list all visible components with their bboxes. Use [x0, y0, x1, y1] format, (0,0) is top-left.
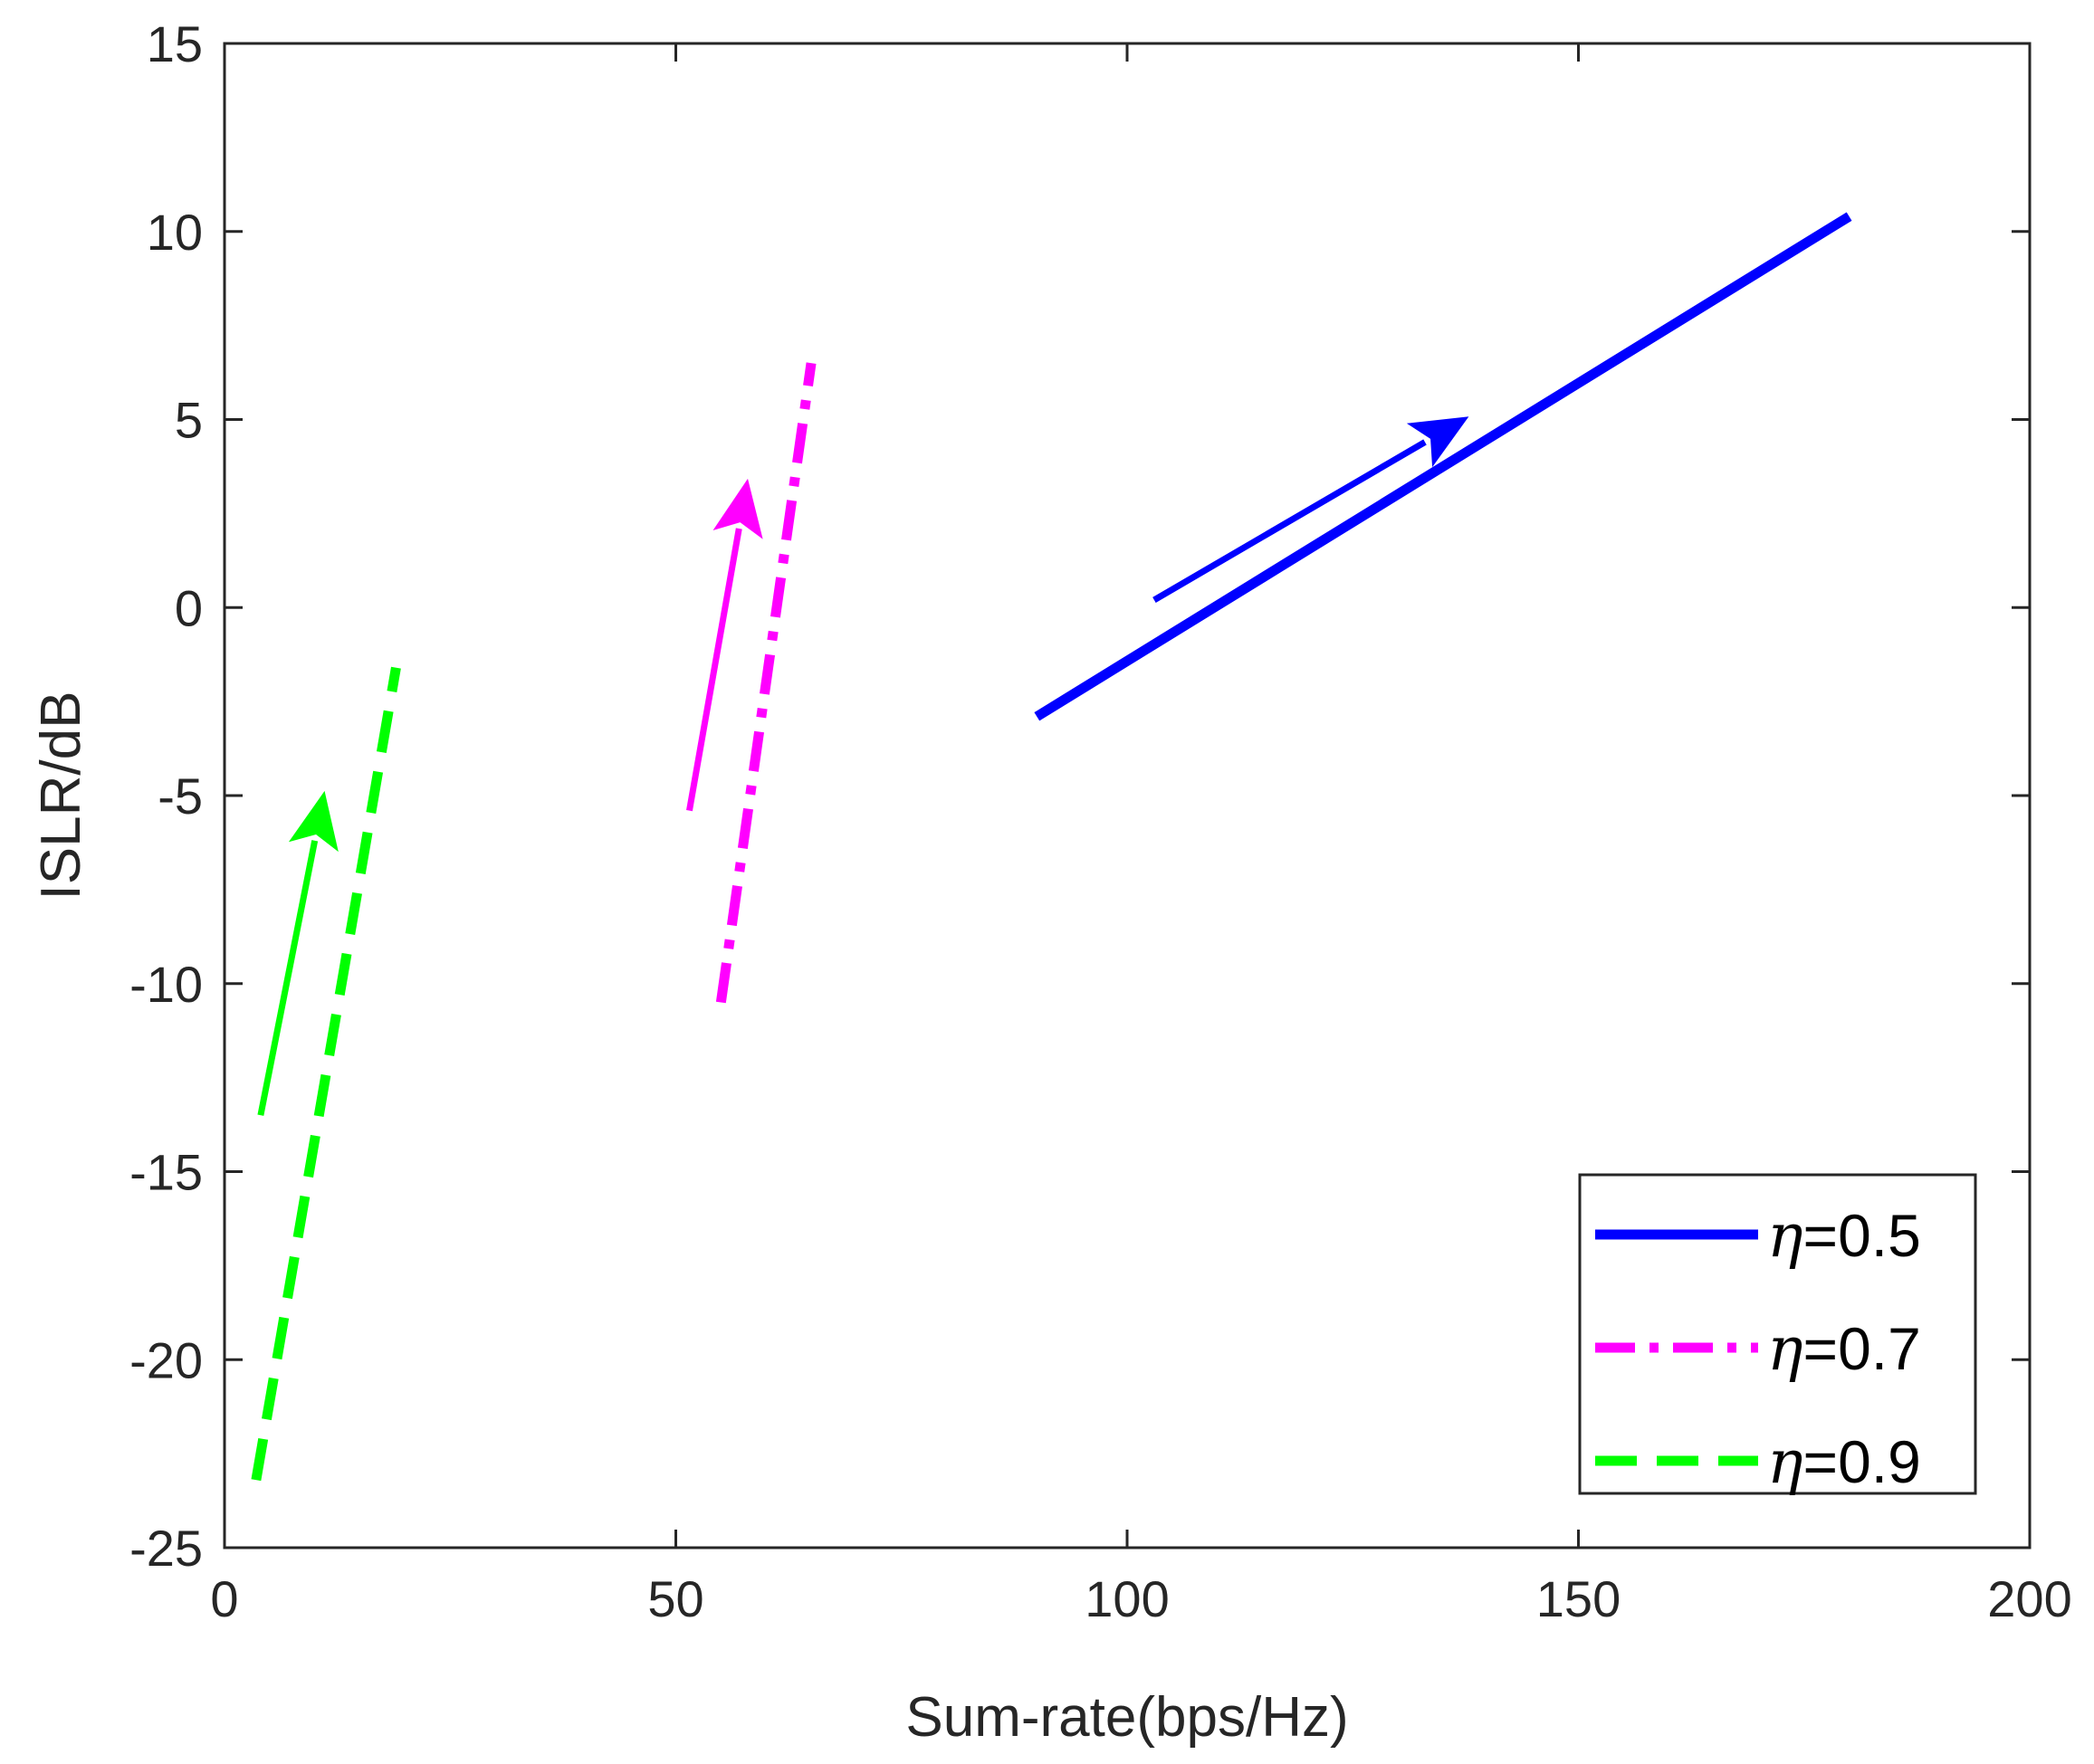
legend-symbol-0: η — [1767, 1201, 1803, 1271]
arrow-layer — [257, 416, 1469, 1116]
legend: η=0.5η=0.7η=0.9 — [1578, 1173, 1977, 1497]
series-line-1 — [715, 362, 817, 1004]
y-axis-label: ISLR/dB — [30, 691, 92, 901]
x-axis-label: Sum-rate(bps/Hz) — [905, 1686, 1348, 1749]
y-tick-label-1: -20 — [129, 1331, 203, 1388]
legend-value-0: =0.5 — [1803, 1202, 1921, 1269]
arrow-annotation-1 — [686, 478, 763, 812]
y-tick-label-3: -10 — [129, 956, 203, 1013]
legend-label-1: η=0.7 — [1767, 1314, 1921, 1384]
legend-symbol-1: η — [1767, 1314, 1803, 1384]
y-tick-label-6: 5 — [175, 392, 203, 449]
x-tick-label-1: 50 — [647, 1570, 703, 1627]
arrow-annotation-2 — [257, 790, 339, 1116]
y-tick-label-7: 10 — [147, 204, 203, 261]
legend-symbol-2: η — [1767, 1427, 1803, 1497]
tick-layer: 0 50 100 150 200 -25 -20 -15 -10 -5 0 5 10 15 — [129, 15, 2072, 1627]
legend-value-2: =0.9 — [1803, 1428, 1921, 1495]
legend-label-0: η=0.5 — [1767, 1201, 1921, 1271]
legend-box — [1578, 1173, 1977, 1495]
series-line-2 — [251, 666, 401, 1482]
arrow-annotation-0 — [1152, 416, 1469, 603]
x-tick-label-2: 100 — [1085, 1570, 1169, 1627]
legend-value-1: =0.7 — [1803, 1315, 1921, 1382]
y-tick-label-5: 0 — [175, 579, 203, 636]
x-tick-label-4: 200 — [1987, 1570, 2071, 1627]
y-tick-label-2: -15 — [129, 1144, 203, 1201]
y-tick-label-8: 15 — [147, 15, 203, 72]
y-tick-label-4: -5 — [158, 768, 203, 825]
x-tick-label-3: 150 — [1536, 1570, 1621, 1627]
y-tick-label-0: -25 — [129, 1520, 203, 1577]
x-tick-label-0: 0 — [210, 1570, 238, 1627]
legend-label-2: η=0.9 — [1767, 1427, 1921, 1497]
